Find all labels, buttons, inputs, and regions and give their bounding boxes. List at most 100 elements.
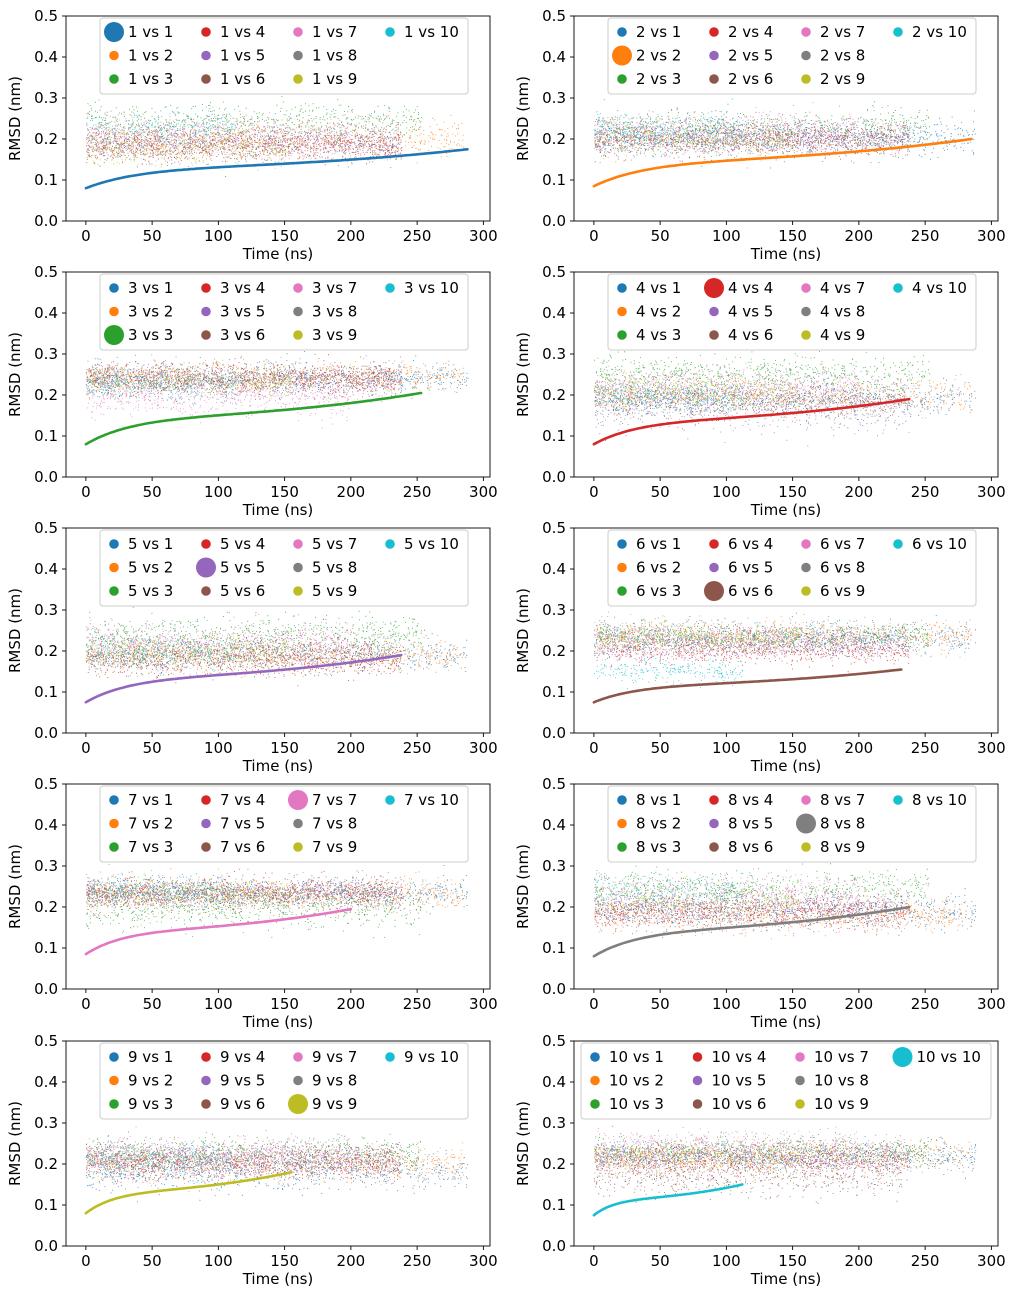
legend-marker — [201, 1052, 211, 1062]
y-tick-label: 0.0 — [34, 212, 58, 230]
x-tick-label: 300 — [469, 739, 498, 757]
legend-label: 2 vs 10 — [912, 23, 967, 41]
legend-marker — [709, 539, 719, 549]
legend-marker — [109, 842, 119, 852]
x-tick-label: 250 — [403, 995, 432, 1013]
self-rmsd-curve — [592, 1183, 744, 1217]
legend-marker — [201, 27, 211, 37]
data-layer — [592, 860, 977, 958]
data-layer — [84, 351, 469, 446]
x-tick-label: 150 — [270, 739, 299, 757]
legend-marker — [617, 27, 627, 37]
axes-frame — [65, 527, 491, 734]
x-tick-label: 150 — [270, 227, 299, 245]
legend-label: 7 vs 5 — [220, 815, 265, 833]
legend-marker — [104, 22, 124, 42]
x-tick-label: 250 — [403, 1252, 432, 1270]
legend-item: 3 vs 4 — [201, 279, 265, 297]
axes-frame — [65, 15, 491, 222]
scatter-points — [86, 606, 423, 664]
legend-marker — [109, 1052, 119, 1062]
rmsd-panel-2: 0 50 100 150 200 250 300 0.0 0.1 0.2 0.3 0.4 0.5 Time… — [514, 7, 1006, 263]
legend-item: 8 vs 1 — [617, 791, 681, 809]
legend-item: 3 vs 1 — [109, 279, 173, 297]
x-tick-label: 200 — [845, 739, 874, 757]
axes-frame — [573, 15, 999, 222]
legend-item: 2 vs 5 — [709, 47, 773, 65]
y-tick-label: 0.2 — [34, 130, 58, 148]
legend-label: 2 vs 6 — [728, 70, 773, 88]
legend-item: 7 vs 8 — [293, 815, 357, 833]
legend-label: 2 vs 9 — [820, 70, 865, 88]
x-axis-label: Time (ns) — [750, 245, 822, 263]
legend-label: 10 vs 7 — [814, 1048, 869, 1066]
series-3-vs-5 — [89, 355, 402, 405]
legend-label: 9 vs 10 — [404, 1048, 459, 1066]
legend-marker — [617, 74, 627, 84]
scatter-points — [594, 1133, 977, 1179]
legend-marker — [293, 306, 303, 317]
scatter-points — [594, 872, 744, 919]
y-tick-label: 0.2 — [34, 642, 58, 660]
data-layer — [84, 96, 469, 190]
x-tick-label: 0 — [81, 227, 91, 245]
legend-item: 3 vs 6 — [201, 326, 265, 344]
legend-marker — [801, 50, 811, 61]
legend-label: 3 vs 5 — [220, 303, 265, 321]
legend-marker — [293, 842, 303, 852]
series-9-vs-7 — [86, 1126, 352, 1183]
scatter-points — [86, 884, 422, 939]
legend-label: 5 vs 6 — [220, 582, 265, 600]
legend-item: 3 vs 5 — [201, 303, 265, 321]
y-axis-label: RMSD (nm) — [6, 1101, 24, 1186]
legend-marker — [709, 842, 719, 852]
legend-item: 6 vs 3 — [617, 582, 681, 600]
legend-label: 4 vs 4 — [728, 279, 773, 297]
legend-item: 10 vs 6 — [692, 1095, 766, 1113]
legend: 4 vs 1 4 vs 2 4 vs 3 4 vs 4 4 vs 5 4 vs 6 4 vs… — [607, 273, 977, 351]
legend-marker — [288, 1094, 308, 1114]
x-tick-label: 200 — [337, 227, 366, 245]
y-tick-label: 0.3 — [34, 857, 58, 875]
legend-item: 4 vs 4 — [704, 278, 773, 298]
legend-marker — [893, 539, 903, 549]
axes-frame — [65, 783, 491, 990]
legend-marker — [617, 283, 627, 293]
legend-item: 10 vs 8 — [795, 1072, 869, 1090]
rmsd-panel-6: 0 50 100 150 200 250 300 0.0 0.1 0.2 0.3 0.4 0.5 Time… — [514, 519, 1006, 775]
x-tick-label: 300 — [469, 483, 498, 501]
y-tick-label: 0.5 — [34, 263, 58, 281]
legend-box — [99, 1042, 469, 1120]
legend-item: 7 vs 5 — [201, 815, 265, 833]
legend-item: 7 vs 7 — [288, 790, 357, 810]
legend-label: 5 vs 9 — [312, 582, 357, 600]
series-4-vs-3 — [594, 348, 930, 406]
y-tick-label: 0.0 — [542, 980, 566, 998]
series-10-vs-7 — [594, 1126, 859, 1174]
legend-label: 1 vs 4 — [220, 23, 265, 41]
x-tick-label: 0 — [81, 995, 91, 1013]
legend-item: 2 vs 4 — [709, 23, 773, 41]
legend-label: 9 vs 3 — [128, 1095, 173, 1113]
legend-label: 7 vs 1 — [128, 791, 173, 809]
series-1-vs-7 — [86, 109, 352, 164]
legend-item: 4 vs 6 — [709, 326, 773, 344]
legend-marker — [801, 562, 811, 573]
legend-item: 8 vs 9 — [801, 838, 865, 856]
y-tick-label: 0.3 — [34, 89, 58, 107]
x-axis-label: Time (ns) — [242, 757, 314, 775]
legend-label: 8 vs 9 — [820, 838, 865, 856]
legend-label: 10 vs 9 — [814, 1095, 869, 1113]
x-tick-label: 300 — [977, 739, 1006, 757]
x-tick-label: 200 — [337, 483, 366, 501]
x-tick-label: 100 — [204, 1252, 233, 1270]
series-9-vs-10 — [85, 1138, 234, 1180]
y-tick-label: 0.4 — [542, 560, 566, 578]
legend-item: 10 vs 2 — [590, 1072, 664, 1090]
y-tick-label: 0.4 — [542, 1073, 566, 1091]
legend-label: 5 vs 7 — [312, 535, 357, 553]
legend-item: 2 vs 2 — [612, 45, 681, 66]
y-tick-label: 0.0 — [34, 980, 58, 998]
series-1-vs-10 — [86, 106, 235, 153]
rmsd-panel-4: 0 50 100 150 200 250 300 0.0 0.1 0.2 0.3 0.4 0.5 Time… — [514, 263, 1006, 519]
